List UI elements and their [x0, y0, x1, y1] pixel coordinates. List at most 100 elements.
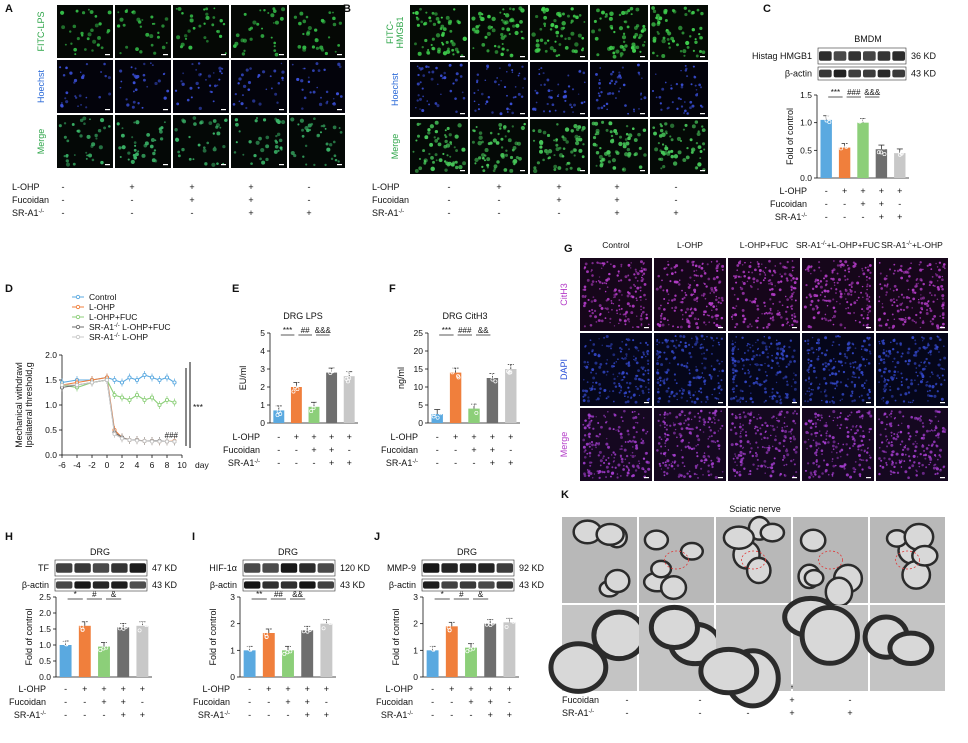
panel-g-cell — [720, 379, 723, 382]
panel-g-cell — [682, 388, 685, 392]
panel-g-cell — [824, 394, 828, 398]
panel-g-cell — [868, 454, 871, 457]
panel-g-cell — [676, 326, 679, 329]
panel-g-cell — [671, 461, 674, 463]
panel-a-cell — [192, 26, 196, 30]
panel-g-cell — [844, 417, 848, 421]
panel-g-cell — [794, 373, 797, 377]
panel-b-cell — [423, 21, 428, 26]
panel-g-cell — [815, 448, 819, 452]
panel-k-myelin — [799, 604, 860, 666]
panel-a-cell — [116, 24, 121, 28]
panel-b-cell — [657, 32, 660, 35]
panel-g-cell — [868, 277, 871, 280]
panel-i-chart-bar-5 — [320, 623, 333, 677]
panel-b-cell — [431, 70, 435, 74]
panel-g-cell — [583, 393, 587, 397]
panel-g-cell — [657, 400, 660, 403]
panel-a-cell — [253, 153, 257, 158]
panel-a-cell — [73, 154, 76, 156]
panel-g-cell — [634, 276, 637, 279]
panel-g-cell — [792, 419, 795, 423]
panel-b-condition-sign: + — [614, 208, 619, 218]
panel-g-cell — [847, 312, 850, 315]
panel-g-cell — [616, 476, 619, 479]
panel-g-cell — [934, 347, 937, 350]
panel-g-cell — [624, 441, 627, 443]
panel-g-cell — [817, 386, 820, 389]
panel-g-cell — [739, 444, 743, 448]
panel-g-cell — [927, 400, 929, 402]
panel-a-cell — [79, 134, 83, 138]
panel-g-cell — [862, 345, 865, 348]
panel-a-cell — [195, 81, 199, 86]
panel-g-cell — [942, 316, 945, 319]
panel-g-cell — [862, 339, 866, 343]
panel-a-cell — [208, 84, 212, 87]
panel-g-cell — [637, 413, 640, 415]
panel-b-cell — [624, 44, 628, 48]
panel-g-cell — [942, 466, 945, 469]
panel-j-blot-kd: 92 KD — [519, 563, 545, 573]
panel-g-cell — [937, 434, 940, 437]
panel-g-cell — [697, 412, 700, 415]
panel-g-cell — [710, 435, 713, 438]
panel-g-cell — [710, 365, 713, 367]
panel-g-cell — [607, 277, 611, 281]
panel-g-cell — [791, 266, 794, 269]
panel-a-cell — [141, 106, 144, 109]
panel-g-cell — [581, 389, 585, 393]
panel-g-scale-bar — [718, 327, 723, 329]
panel-g-cell — [805, 430, 809, 434]
panel-a-cell — [63, 154, 66, 158]
panel-g-cell — [632, 393, 636, 397]
panel-g-cell — [664, 461, 667, 464]
panel-g-cell — [879, 433, 882, 436]
panel-g-cell — [623, 464, 625, 467]
panel-g-cell — [591, 274, 594, 277]
panel-g-cell — [698, 390, 701, 393]
panel-g-cell — [809, 383, 812, 386]
panel-g-cell — [717, 398, 720, 400]
panel-g-cell — [851, 425, 855, 428]
panel-g-cell — [771, 318, 775, 322]
panel-a-cell — [260, 34, 265, 38]
panel-g-cell — [921, 374, 925, 377]
panel-a-condition-label: L-OHP — [12, 182, 40, 192]
panel-a-cell — [219, 126, 222, 129]
panel-i-blot-band — [317, 581, 334, 589]
panel-b-cell — [691, 124, 696, 129]
panel-g-cell — [892, 360, 894, 363]
panel-g-cell — [893, 263, 896, 266]
panel-b-cell — [444, 135, 448, 139]
panel-g-cell — [599, 363, 603, 366]
panel-g-cell — [619, 432, 623, 436]
panel-c-blot-band — [819, 69, 832, 78]
panel-b-cell — [492, 138, 497, 143]
panel-a-cell — [326, 147, 331, 152]
panel-g-cell — [646, 359, 650, 362]
panel-g-cell — [907, 288, 910, 291]
panel-g-cell — [676, 444, 679, 447]
panel-a-cell — [261, 160, 266, 165]
panel-b-cell — [471, 27, 476, 32]
panel-g-cell — [640, 438, 643, 440]
panel-a-cell — [75, 9, 79, 13]
panel-g-cell — [883, 387, 886, 389]
panel-g-cell — [861, 415, 864, 418]
panel-g-cell — [868, 390, 871, 394]
panel-a-cell — [211, 162, 216, 167]
panel-g-cell — [646, 461, 650, 465]
panel-c-condition-sign: + — [842, 186, 847, 196]
panel-b-cell — [505, 13, 510, 18]
panel-a-scale-bar — [279, 54, 284, 56]
panel-f-chart-y-label: ng/ml — [396, 367, 406, 389]
panel-g-cell — [814, 422, 818, 425]
panel-g-cell — [700, 294, 703, 297]
panel-g-cell — [669, 424, 672, 427]
panel-i-chart-bar-1 — [243, 650, 256, 677]
panel-b-cell — [475, 25, 479, 29]
panel-g-cell — [920, 361, 922, 364]
panel-k-myelin — [911, 544, 939, 567]
panel-g-cell — [735, 395, 738, 398]
